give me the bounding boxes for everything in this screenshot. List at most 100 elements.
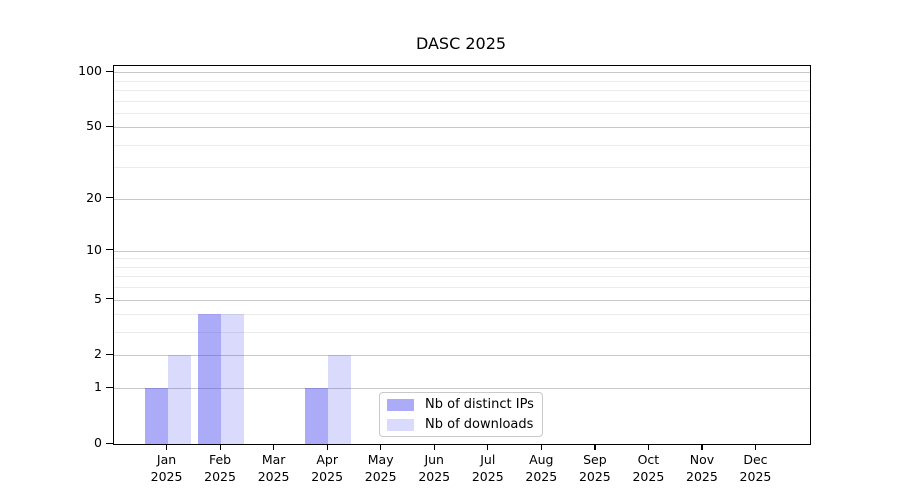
x-tick-month: Sep [583,452,607,467]
x-tick-mark [487,444,489,450]
legend: Nb of distinct IPs Nb of downloads [379,392,543,437]
x-tick-month: Feb [208,452,232,467]
x-tick-year: 2025 [150,469,183,484]
x-tick-month: Mar [261,452,286,467]
bar-distinct-ips [198,314,222,444]
minor-gridline [114,89,810,91]
major-gridline [114,355,810,357]
x-tick-label: Sep 2025 [563,451,627,485]
y-tick-mark [106,386,113,388]
major-gridline [114,127,810,129]
major-gridline [114,72,810,74]
major-gridline [114,299,810,301]
y-tick-mark [106,249,113,251]
x-tick-label: Jul 2025 [456,451,520,485]
major-gridline [114,388,810,390]
x-tick-mark [380,444,382,450]
minor-gridline [114,276,810,278]
plot-area [113,65,811,445]
minor-gridline [114,332,810,334]
bar-distinct-ips [144,388,168,444]
x-tick-month: May [367,452,394,467]
x-tick-label: Apr 2025 [295,451,359,485]
y-tick-mark [106,70,113,72]
x-tick-label: Jan 2025 [135,451,199,485]
x-tick-year: 2025 [364,469,397,484]
minor-gridline [114,258,810,260]
minor-gridline [114,167,810,169]
y-tick-label: 0 [94,435,102,450]
bar-distinct-ips [305,388,329,444]
legend-rows: Nb of distinct IPs Nb of downloads [384,395,538,435]
x-tick-mark [433,444,435,450]
x-tick-label: Nov 2025 [670,451,734,485]
x-tick-mark [273,444,275,450]
x-tick-year: 2025 [578,469,611,484]
chart-title: DASC 2025 [415,34,507,53]
x-tick-mark [540,444,542,450]
y-tick-label: 50 [86,118,102,134]
legend-item-label: Nb of distinct IPs [425,397,534,412]
x-tick-label: Feb 2025 [188,451,252,485]
minor-gridline [114,314,810,316]
x-tick-month: Dec [743,452,768,467]
x-tick-label: Jun 2025 [402,451,466,485]
major-gridline [114,198,810,200]
legend-item-distinct-ips: Nb of distinct IPs [384,395,538,415]
y-tick-label: 5 [94,290,102,306]
x-tick-mark [594,444,596,450]
x-tick-month: Oct [637,452,660,467]
x-tick-month: Jun [424,452,444,467]
x-tick-month: Nov [689,452,715,467]
x-tick-year: 2025 [204,469,236,484]
x-tick-year: 2025 [632,469,665,484]
x-tick-month: Aug [529,452,554,467]
minor-gridline [114,266,810,268]
y-tick-label: 1 [94,379,102,395]
x-tick-label: May 2025 [349,451,413,485]
x-tick-label: Aug 2025 [509,451,573,485]
x-tick-mark [754,444,757,450]
minor-gridline [114,112,810,114]
legend-swatch-icon [387,398,414,411]
x-tick-mark [219,444,221,450]
x-tick-year: 2025 [525,469,558,484]
minor-gridline [114,80,810,82]
x-tick-year: 2025 [311,469,344,484]
y-tick-mark [106,298,113,300]
y-tick-mark [106,353,113,356]
x-tick-year: 2025 [257,469,290,484]
x-tick-label: Oct 2025 [616,451,680,485]
x-tick-label: Dec 2025 [723,451,787,485]
legend-item-label: Nb of downloads [425,417,534,432]
y-tick-label: 10 [86,241,102,257]
major-gridline [114,250,810,252]
minor-gridline [114,287,810,289]
x-tick-label: Mar 2025 [242,451,306,485]
y-tick-label: 20 [86,189,102,205]
y-tick-label: 100 [78,63,102,79]
legend-item-downloads: Nb of downloads [384,415,538,435]
x-tick-year: 2025 [471,469,504,484]
x-tick-mark [647,444,650,450]
x-tick-year: 2025 [418,469,451,484]
bar-downloads [328,355,352,444]
x-tick-month: Jul [480,452,496,467]
y-tick-mark [106,197,113,199]
x-tick-year: 2025 [686,469,718,484]
y-tick-mark [106,125,113,127]
x-tick-mark [166,444,168,450]
x-tick-month: Jan [156,452,177,467]
x-tick-mark [701,444,703,450]
bar-downloads [167,355,191,444]
legend-swatch-icon [387,418,414,431]
minor-gridline [114,144,810,146]
x-tick-mark [326,444,328,450]
y-tick-mark [106,442,113,444]
x-tick-year: 2025 [739,469,772,484]
minor-gridline [114,100,810,102]
y-tick-label: 2 [94,346,102,362]
bar-downloads [221,314,245,444]
x-tick-month: Apr [316,452,338,467]
